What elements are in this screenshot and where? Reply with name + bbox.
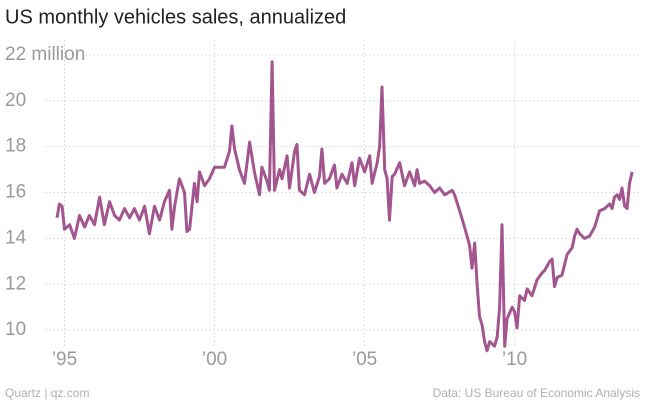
source: Data: US Bureau of Economic Analysis <box>433 386 640 400</box>
x-tick-label: ’10 <box>502 349 527 370</box>
x-tick-label: ’00 <box>202 349 227 370</box>
y-tick-label: 22 million <box>5 44 85 65</box>
y-tick-label: 18 <box>5 136 26 157</box>
chart-title: US monthly vehicles sales, annualized <box>5 6 346 28</box>
y-tick-label: 16 <box>5 182 26 203</box>
data-line <box>55 60 634 353</box>
y-tick-label: 12 <box>5 273 26 294</box>
y-tick-label: 20 <box>5 90 26 111</box>
y-tick-label: 10 <box>5 319 26 340</box>
credit: Quartz | qz.com <box>5 386 89 400</box>
x-tick-label: ’05 <box>352 349 377 370</box>
x-tick-label: ’95 <box>52 349 77 370</box>
y-tick-label: 14 <box>5 227 27 248</box>
